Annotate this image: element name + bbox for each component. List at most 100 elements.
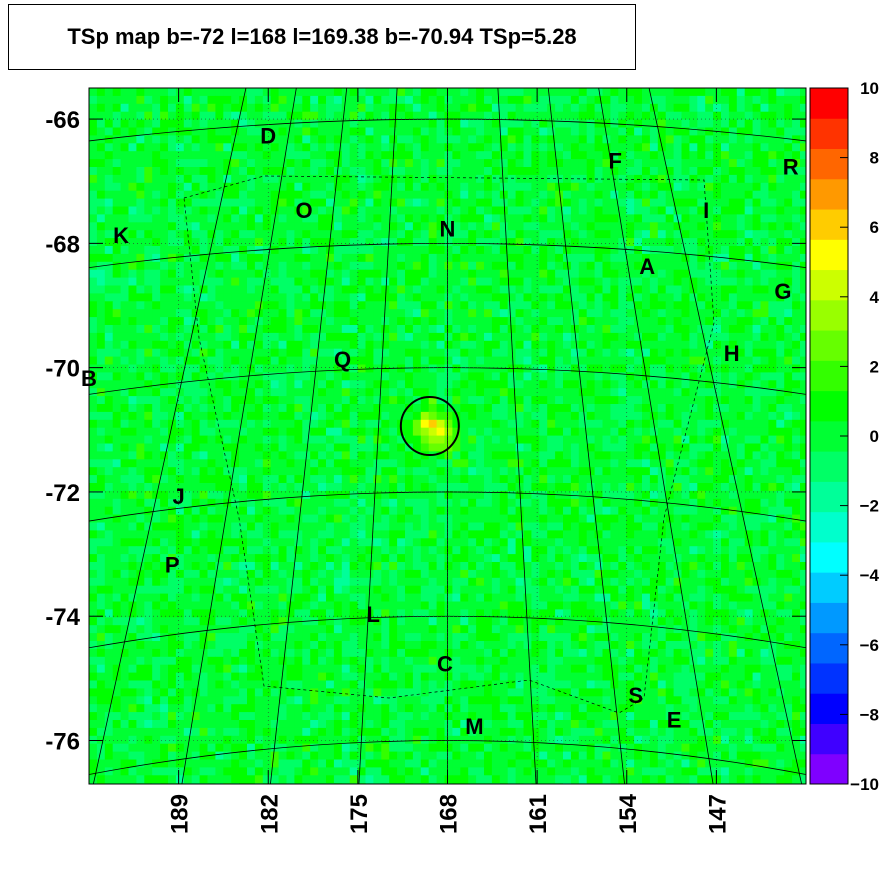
heatmap-cell bbox=[412, 483, 422, 492]
heatmap-cell bbox=[278, 348, 287, 357]
heatmap-cell bbox=[175, 111, 185, 120]
heatmap-cell bbox=[578, 214, 588, 223]
heatmap-cell bbox=[539, 238, 548, 247]
heatmap-cell bbox=[239, 253, 248, 263]
heatmap-cell bbox=[547, 230, 556, 239]
heatmap-cell bbox=[673, 111, 682, 120]
heatmap-cell bbox=[294, 111, 303, 120]
heatmap-cell bbox=[183, 340, 193, 350]
heatmap-cell bbox=[270, 174, 279, 184]
heatmap-cell bbox=[420, 269, 430, 278]
heatmap-cell bbox=[357, 206, 366, 215]
heatmap-cell bbox=[634, 222, 643, 231]
heatmap-cell bbox=[689, 427, 698, 436]
heatmap-cell bbox=[168, 301, 177, 310]
heatmap-cell bbox=[665, 88, 674, 97]
heatmap-cell bbox=[776, 103, 785, 113]
heatmap-cell bbox=[728, 182, 738, 192]
heatmap-cell bbox=[681, 238, 690, 247]
heatmap-cell bbox=[744, 198, 753, 207]
heatmap-cell bbox=[389, 427, 398, 436]
heatmap-cell bbox=[302, 103, 311, 113]
heatmap-cell bbox=[326, 332, 335, 342]
heatmap-cell bbox=[144, 261, 153, 271]
heatmap-cell bbox=[570, 380, 580, 389]
heatmap-cell bbox=[326, 514, 335, 523]
heatmap-cell bbox=[262, 103, 272, 113]
heatmap-cell bbox=[657, 174, 667, 184]
heatmap-cell bbox=[476, 103, 485, 113]
heatmap-cell bbox=[247, 167, 256, 176]
heatmap-cell bbox=[792, 404, 801, 413]
heatmap-cell bbox=[365, 490, 374, 500]
heatmap-cell bbox=[499, 396, 509, 405]
heatmap-cell bbox=[642, 151, 651, 160]
heatmap-cell bbox=[626, 246, 635, 255]
heatmap-cell bbox=[515, 404, 524, 413]
heatmap-cell bbox=[405, 206, 414, 215]
heatmap-cell bbox=[752, 443, 761, 452]
heatmap-cell bbox=[547, 103, 556, 113]
heatmap-cell bbox=[223, 419, 232, 429]
heatmap-cell bbox=[602, 222, 611, 231]
heatmap-cell bbox=[207, 364, 216, 373]
heatmap-cell bbox=[657, 325, 667, 334]
heatmap-cell bbox=[294, 396, 303, 405]
heatmap-cell bbox=[326, 88, 335, 97]
heatmap-cell bbox=[452, 404, 461, 413]
heatmap-cell bbox=[175, 119, 185, 128]
heatmap-cell bbox=[152, 364, 161, 373]
heatmap-cell bbox=[515, 309, 524, 318]
heatmap-cell bbox=[373, 222, 382, 231]
heatmap-cell bbox=[365, 483, 374, 492]
heatmap-cell bbox=[104, 396, 114, 405]
heatmap-cell bbox=[784, 301, 793, 310]
heatmap-cell bbox=[294, 238, 303, 247]
heatmap-cell bbox=[800, 498, 806, 508]
heatmap-cell bbox=[626, 356, 635, 365]
heatmap-cell bbox=[499, 356, 509, 365]
heatmap-cell bbox=[326, 388, 335, 397]
heatmap-cell bbox=[262, 348, 272, 357]
heatmap-cell bbox=[626, 325, 635, 334]
heatmap-cell bbox=[476, 222, 485, 231]
heatmap-cell bbox=[286, 348, 295, 357]
heatmap-cell bbox=[602, 301, 611, 310]
heatmap-cell bbox=[626, 88, 635, 97]
heatmap-cell bbox=[531, 174, 540, 184]
heatmap-cell bbox=[373, 427, 382, 436]
heatmap-cell bbox=[689, 332, 698, 342]
heatmap-cell bbox=[270, 253, 279, 263]
heatmap-cell bbox=[341, 325, 351, 334]
heatmap-cell bbox=[215, 514, 224, 523]
heatmap-cell bbox=[649, 198, 659, 207]
heatmap-cell bbox=[657, 253, 667, 263]
heatmap-cell bbox=[120, 135, 129, 144]
heatmap-cell bbox=[721, 206, 730, 215]
heatmap-cell bbox=[578, 174, 588, 184]
heatmap-cell bbox=[531, 214, 540, 223]
heatmap-cell bbox=[231, 506, 240, 515]
heatmap-cell bbox=[792, 435, 801, 444]
heatmap-cell bbox=[247, 103, 256, 113]
heatmap-cell bbox=[168, 356, 177, 365]
heatmap-cell bbox=[642, 269, 651, 278]
heatmap-cell bbox=[405, 151, 414, 160]
heatmap-cell bbox=[428, 127, 437, 136]
heatmap-cell bbox=[760, 285, 769, 294]
heatmap-cell bbox=[436, 340, 445, 350]
heatmap-cell bbox=[468, 396, 477, 405]
heatmap-cell bbox=[736, 88, 746, 97]
heatmap-cell bbox=[539, 246, 548, 255]
heatmap-cell bbox=[578, 514, 588, 523]
heatmap-cell bbox=[539, 490, 548, 500]
heatmap-cell bbox=[247, 301, 256, 310]
heatmap-cell bbox=[254, 143, 264, 152]
heatmap-cell bbox=[318, 174, 327, 184]
heatmap-cell bbox=[239, 285, 248, 294]
heatmap-cell bbox=[736, 514, 746, 523]
heatmap-cell bbox=[254, 269, 264, 278]
heatmap-cell bbox=[341, 364, 351, 373]
heatmap-cell bbox=[721, 301, 730, 310]
heatmap-cell bbox=[578, 443, 588, 452]
